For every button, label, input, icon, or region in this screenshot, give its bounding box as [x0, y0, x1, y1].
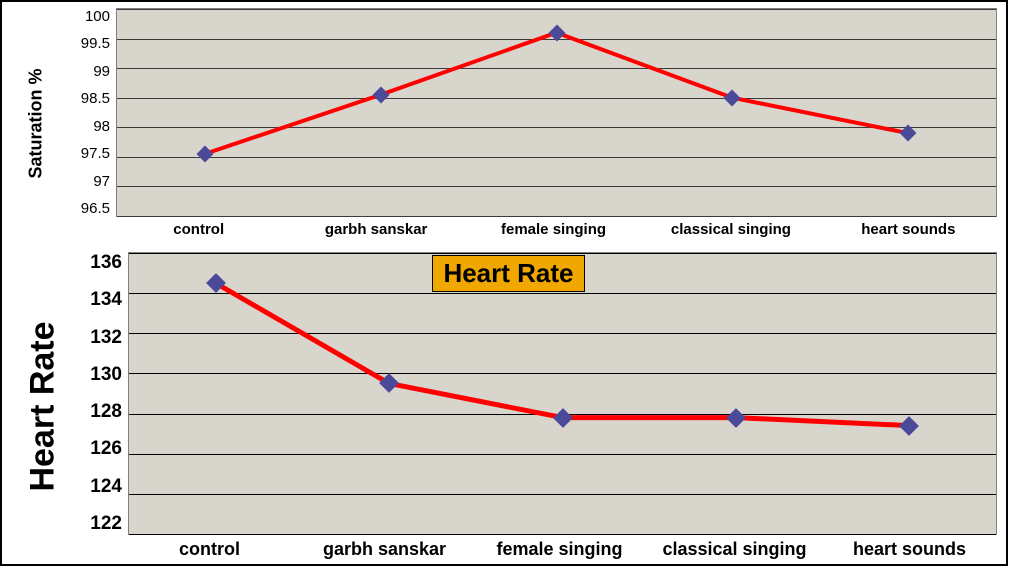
heartrate-ylabel: Heart Rate — [24, 321, 63, 491]
saturation-xticks: control garbh sanskar female singing cla… — [110, 217, 997, 238]
ytick: 97 — [93, 173, 110, 190]
xtick: female singing — [472, 535, 647, 560]
xtick: garbh sanskar — [287, 217, 464, 238]
heartrate-yticks: 136 134 132 130 128 126 124 122 — [74, 252, 128, 535]
saturation-ylabel: Saturation % — [26, 68, 47, 178]
xtick: control — [110, 217, 287, 238]
heartrate-chart: Heart Rate 136 134 132 130 128 126 124 1… — [12, 252, 997, 560]
ytick: 122 — [90, 513, 122, 535]
ytick: 99.5 — [81, 35, 110, 52]
ytick: 97.5 — [81, 145, 110, 162]
ytick: 136 — [90, 252, 122, 274]
xtick: classical singing — [642, 217, 819, 238]
xtick: female singing — [465, 217, 642, 238]
saturation-chart: Saturation % 100 99.5 99 98.5 98 97.5 97… — [12, 8, 997, 238]
ytick: 132 — [90, 327, 122, 349]
ytick: 98 — [93, 118, 110, 135]
xtick: heart sounds — [820, 217, 997, 238]
ytick: 96.5 — [81, 200, 110, 217]
ytick: 124 — [90, 476, 122, 498]
ytick: 128 — [90, 401, 122, 423]
ytick: 98.5 — [81, 90, 110, 107]
heartrate-xticks: control garbh sanskar female singing cla… — [122, 535, 997, 560]
saturation-yticks: 100 99.5 99 98.5 98 97.5 97 96.5 — [60, 8, 116, 217]
heartrate-plot-area: Heart Rate — [128, 252, 997, 535]
xtick: classical singing — [647, 535, 822, 560]
saturation-plot-area — [116, 8, 997, 217]
xtick: control — [122, 535, 297, 560]
ytick: 99 — [93, 63, 110, 80]
ytick: 134 — [90, 289, 122, 311]
ytick: 126 — [90, 438, 122, 460]
ytick: 130 — [90, 364, 122, 386]
xtick: heart sounds — [822, 535, 997, 560]
xtick: garbh sanskar — [297, 535, 472, 560]
heartrate-title: Heart Rate — [432, 255, 584, 292]
ytick: 100 — [85, 8, 110, 25]
figure-frame: Saturation % 100 99.5 99 98.5 98 97.5 97… — [0, 0, 1008, 566]
